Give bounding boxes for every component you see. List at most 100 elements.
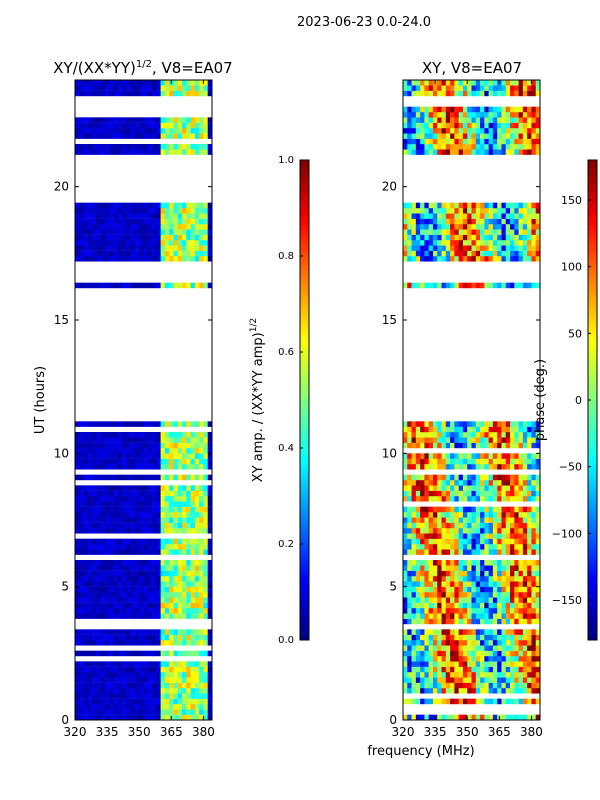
- heatmap-cell: [203, 133, 209, 139]
- heatmap-cell: [467, 672, 472, 678]
- heatmap-cell: [450, 645, 455, 651]
- heatmap-cell: [126, 592, 131, 598]
- heatmap-cell: [492, 672, 498, 678]
- heatmap-cell: [92, 682, 97, 689]
- heatmap-cell: [182, 128, 187, 134]
- heatmap-cell: [437, 602, 442, 609]
- colorbar-segment: [588, 370, 597, 376]
- heatmap-cell: [113, 698, 119, 705]
- heatmap-cell: [403, 133, 408, 139]
- heatmap-cell: [173, 448, 179, 454]
- heatmap-cell: [169, 496, 174, 502]
- heatmap-cell: [471, 464, 477, 470]
- heatmap-cell: [113, 677, 119, 683]
- heatmap-cell: [117, 528, 123, 534]
- heatmap-cell: [203, 432, 209, 438]
- heatmap-cell: [501, 618, 507, 625]
- heatmap-cell: [182, 458, 187, 465]
- heatmap-cell: [194, 709, 200, 715]
- heatmap-cell: [92, 650, 97, 657]
- heatmap-cell: [134, 224, 140, 230]
- heatmap-cell: [96, 576, 101, 582]
- heatmap-cell: [445, 213, 451, 219]
- heatmap-cell: [424, 490, 429, 497]
- heatmap-cell: [527, 442, 532, 449]
- heatmap-cell: [492, 656, 498, 662]
- heatmap-cell: [445, 602, 451, 609]
- heatmap-cell: [510, 240, 515, 246]
- heatmap-cell: [497, 656, 502, 662]
- heatmap-cell: [75, 677, 80, 683]
- heatmap-cell: [92, 560, 97, 566]
- heatmap-cell: [407, 133, 412, 139]
- heatmap-cell: [203, 117, 209, 123]
- heatmap-cell: [420, 618, 425, 625]
- heatmap-cell: [130, 549, 136, 555]
- heatmap-cell: [160, 650, 166, 657]
- heatmap-cell: [535, 256, 541, 262]
- heatmap-row: [75, 250, 213, 257]
- heatmap-cell: [518, 677, 524, 683]
- heatmap-cell: [139, 640, 144, 646]
- heatmap-cell: [492, 522, 498, 529]
- heatmap-cell: [527, 576, 532, 582]
- heatmap-cell: [164, 560, 170, 566]
- heatmap-cell: [87, 234, 93, 241]
- heatmap-cell: [480, 517, 485, 523]
- heatmap-row: [403, 656, 541, 662]
- heatmap-cell: [164, 122, 170, 129]
- heatmap-cell: [104, 698, 110, 705]
- heatmap-cell: [403, 570, 408, 577]
- heatmap-cell: [194, 640, 200, 646]
- heatmap-cell: [522, 618, 528, 625]
- heatmap-cell: [462, 570, 468, 577]
- heatmap-cell: [134, 672, 140, 678]
- heatmap-cell: [437, 432, 442, 438]
- heatmap-cell: [441, 597, 447, 603]
- heatmap-cell: [467, 442, 472, 449]
- heatmap-cell: [203, 474, 209, 481]
- colorbar-segment: [300, 585, 309, 591]
- heatmap-cell: [514, 464, 519, 470]
- heatmap-cell: [471, 576, 477, 582]
- heatmap-cell: [169, 522, 174, 529]
- heatmap-cell: [441, 698, 447, 705]
- heatmap-cell: [501, 666, 507, 673]
- heatmap-cell: [535, 592, 541, 598]
- heatmap-cell: [79, 458, 84, 465]
- heatmap-cell: [445, 80, 451, 86]
- heatmap-cell: [518, 480, 524, 486]
- heatmap-cell: [462, 421, 468, 427]
- heatmap-cell: [428, 229, 434, 235]
- heatmap-cell: [411, 453, 417, 459]
- heatmap-cell: [194, 688, 200, 694]
- colorbar-segment: [300, 480, 309, 486]
- heatmap-row: [403, 522, 541, 529]
- heatmap-cell: [203, 85, 209, 91]
- heatmap-cell: [139, 144, 144, 150]
- heatmap-cell: [160, 544, 166, 550]
- heatmap-cell: [420, 522, 425, 529]
- x-tick-label: 320: [64, 725, 87, 739]
- heatmap-cell: [122, 704, 127, 710]
- heatmap-cell: [420, 688, 425, 694]
- heatmap-cell: [535, 453, 541, 459]
- heatmap-cell: [190, 234, 196, 241]
- heatmap-cell: [407, 490, 412, 497]
- heatmap-cell: [139, 565, 144, 571]
- heatmap-cell: [514, 634, 519, 641]
- heatmap-cell: [411, 661, 417, 667]
- heatmap-cell: [518, 128, 524, 134]
- heatmap-cell: [497, 672, 502, 678]
- heatmap-cell: [164, 133, 170, 139]
- heatmap-cell: [454, 117, 459, 123]
- heatmap-cell: [441, 650, 447, 657]
- colorbar-segment: [300, 610, 309, 616]
- heatmap-cell: [437, 613, 442, 619]
- heatmap-cell: [424, 528, 429, 534]
- heatmap-cell: [186, 448, 191, 454]
- heatmap-cell: [117, 506, 123, 513]
- heatmap-cell: [190, 128, 196, 134]
- heatmap-cell: [514, 522, 519, 529]
- heatmap-cell: [160, 282, 166, 289]
